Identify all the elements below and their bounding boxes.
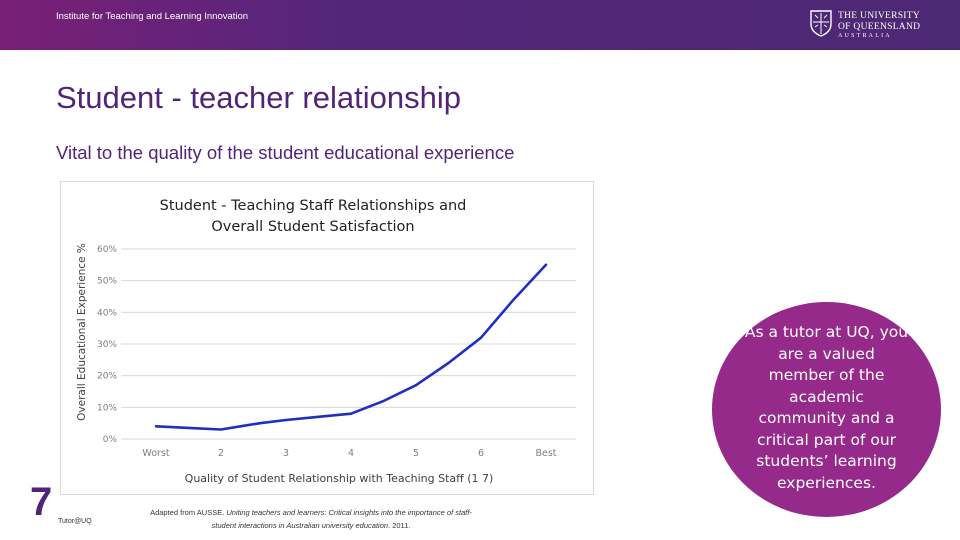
chart-title-line1: Student - Teaching Staff Relationships a… [160,198,467,214]
citation-suffix: . 2011. [388,521,411,530]
callout-text: As a tutor at UQ, you are a valued membe… [744,323,909,492]
x-tick-label: 4 [348,448,354,459]
callout-circle [712,302,941,517]
chart-title: Student - Teaching Staff Relationships a… [160,198,467,235]
slide-title: Student - teacher relationship [56,80,461,115]
y-tick-label: 30% [97,340,117,350]
slide-number: 7 [30,480,53,524]
logo-text-line3: AUSTRALIA [838,33,892,39]
chart-title-line2: Overall Student Satisfaction [211,219,414,235]
x-tick-label: 3 [283,448,289,459]
y-tick-label: 40% [97,308,117,318]
logo-text-line1: THE UNIVERSITY [838,11,921,21]
x-tick-label: 6 [478,448,484,459]
x-tick-label: 2 [218,448,224,459]
logo-text-line2: OF QUEENSLAND [838,22,921,32]
crest-icon [810,10,832,37]
y-tick-label: 60% [97,245,117,255]
series-line [154,263,548,431]
x-tick-label: 5 [413,448,419,459]
citation: Adapted from AUSSE. Uniting teachers and… [146,506,476,532]
chart-container: Student - Teaching Staff Relationships a… [60,181,594,495]
citation-prefix: Adapted from AUSSE. [150,508,227,517]
y-tick-label: 0% [103,435,118,445]
x-tick-label: Worst [142,448,170,459]
line-chart: Student - Teaching Staff Relationships a… [76,198,576,485]
slide-subtitle: Vital to the quality of the student educ… [56,142,515,163]
university-logo[interactable]: THE UNIVERSITY OF QUEENSLAND AUSTRALIA [808,9,928,43]
y-tick-label: 50% [97,277,117,287]
x-tick-label: Best [535,448,556,459]
footer-label: Tutor@UQ [58,518,92,525]
citation-title: Uniting teachers and learners: Critical … [211,508,472,530]
y-tick-label: 10% [97,403,117,413]
institute-name: Institute for Teaching and Learning Inno… [56,11,249,22]
x-axis-label: Quality of Student Relationship with Tea… [185,472,494,485]
y-axis-label: Overall Educational Experience % [76,243,88,421]
y-tick-label: 20% [97,372,117,382]
header-bar: Institute for Teaching and Learning Inno… [0,0,960,50]
